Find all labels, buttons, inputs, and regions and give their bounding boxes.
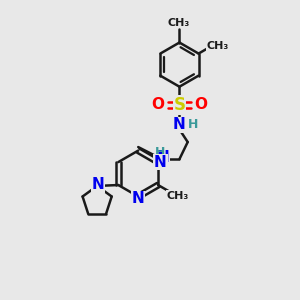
Text: H: H bbox=[155, 146, 165, 159]
Text: CH₃: CH₃ bbox=[206, 41, 229, 51]
Text: CH₃: CH₃ bbox=[167, 190, 189, 201]
Text: O: O bbox=[152, 98, 165, 112]
Text: H: H bbox=[188, 118, 198, 130]
Text: N: N bbox=[173, 118, 186, 133]
Text: N: N bbox=[92, 177, 104, 192]
Text: S: S bbox=[173, 96, 185, 114]
Text: N: N bbox=[154, 154, 167, 169]
Text: N: N bbox=[157, 150, 169, 165]
Text: O: O bbox=[194, 98, 207, 112]
Text: N: N bbox=[132, 191, 145, 206]
Text: CH₃: CH₃ bbox=[168, 18, 190, 28]
